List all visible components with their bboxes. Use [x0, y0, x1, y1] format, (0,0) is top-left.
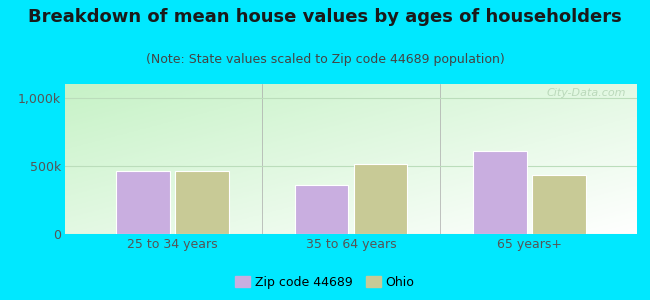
Legend: Zip code 44689, Ohio: Zip code 44689, Ohio [231, 271, 419, 294]
Bar [532, 176, 586, 234]
Text: City-Data.com: City-Data.com [546, 88, 625, 98]
Bar [175, 171, 229, 234]
Bar [294, 185, 348, 234]
Bar [354, 164, 408, 234]
Bar [116, 171, 170, 234]
Bar [473, 151, 527, 234]
Text: Breakdown of mean house values by ages of householders: Breakdown of mean house values by ages o… [28, 8, 622, 26]
Text: (Note: State values scaled to Zip code 44689 population): (Note: State values scaled to Zip code 4… [146, 52, 504, 65]
